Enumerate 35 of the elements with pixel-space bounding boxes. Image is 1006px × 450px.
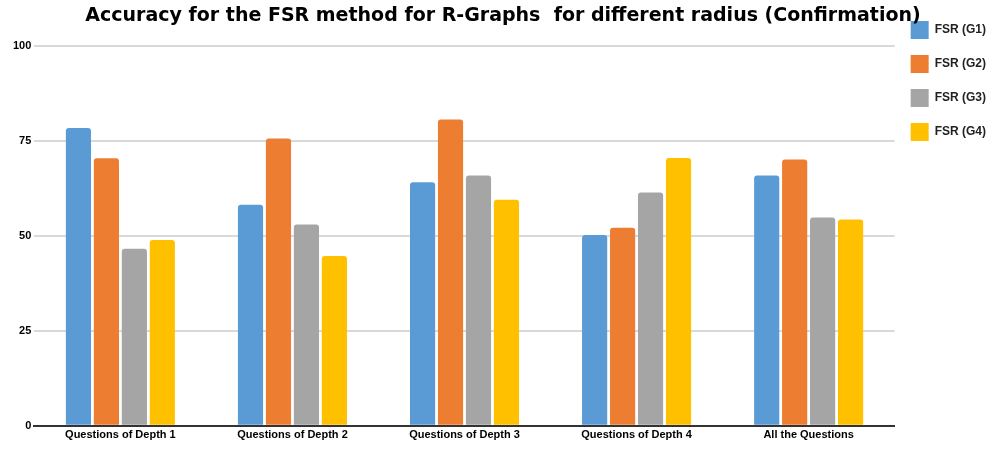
bar — [493, 199, 520, 425]
bar — [582, 235, 608, 425]
y-tick-label: 100 — [12, 38, 32, 51]
x-tick-label: Questions of Depth 1 — [65, 428, 176, 441]
bar — [293, 224, 320, 425]
x-tick-label: Questions of Depth 4 — [581, 428, 693, 441]
bar — [465, 175, 492, 425]
y-tick-label: 75 — [19, 133, 32, 146]
bar — [65, 127, 92, 425]
bar — [149, 239, 175, 425]
legend-label: FSR (G3) — [934, 90, 987, 105]
bar — [321, 255, 347, 425]
bar — [265, 138, 292, 425]
bar — [610, 227, 636, 425]
y-tick-label: 25 — [19, 323, 32, 336]
bar — [121, 248, 147, 425]
bar — [437, 119, 464, 425]
bar — [93, 158, 119, 425]
bar — [810, 217, 836, 425]
x-tick-label: Questions of Depth 3 — [409, 428, 520, 441]
bar — [637, 192, 664, 425]
bar — [665, 157, 692, 425]
x-tick-label: All the Questions — [763, 428, 854, 441]
x-tick-label: Questions of Depth 2 — [237, 428, 348, 441]
chart-title: Accuracy for the FSR method for R-Graphs for different radius (Confirmation) — [85, 3, 921, 26]
legend-label: FSR (G2) — [934, 56, 987, 71]
bar — [754, 175, 780, 425]
y-tick-label: 50 — [19, 228, 32, 241]
bar — [409, 182, 436, 425]
legend-label: FSR (G1) — [934, 22, 987, 37]
bar — [237, 204, 264, 425]
bar — [837, 219, 864, 425]
y-tick-label: 0 — [25, 418, 32, 431]
bar — [782, 159, 808, 425]
legend-label: FSR (G4) — [934, 124, 987, 139]
